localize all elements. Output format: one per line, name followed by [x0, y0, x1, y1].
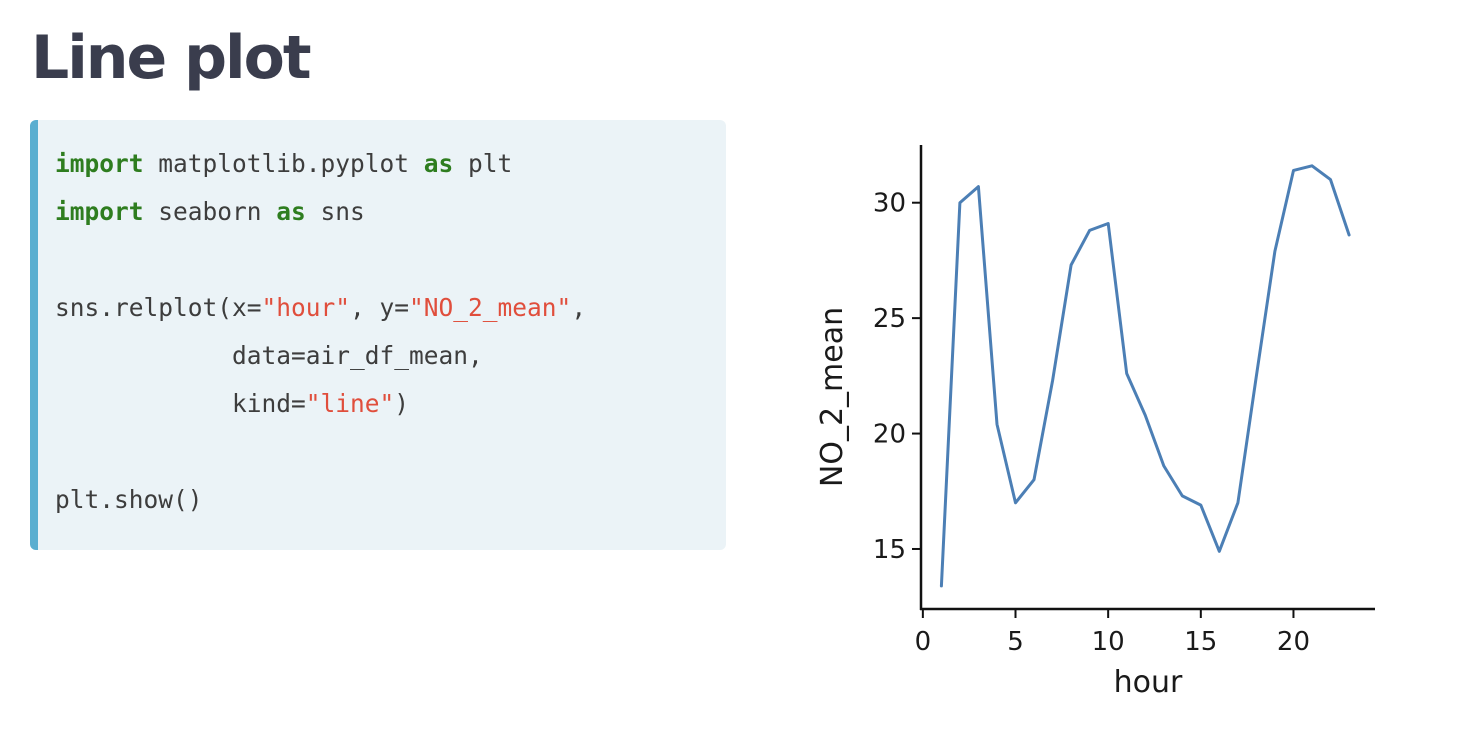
x-axis-label: hour [1114, 665, 1183, 700]
chart-axes [919, 145, 1375, 611]
code-token: matplotlib.pyplot [143, 149, 424, 178]
code-string: "NO_2_mean" [409, 293, 572, 322]
y-tick-label: 30 [873, 189, 906, 219]
y-axis-label: NO_2_mean [815, 307, 850, 487]
chart-ticks: 0 5 10 15 20 15 20 25 30 [873, 189, 1310, 657]
code-string: "line" [305, 389, 395, 418]
x-tick-label: 15 [1184, 627, 1217, 657]
code-string: "hour" [261, 293, 351, 322]
code-token: , [571, 293, 587, 322]
code-keyword: as [423, 149, 454, 178]
y-tick-label: 15 [873, 535, 906, 565]
code-token: plt [453, 149, 513, 178]
code-token: sns [305, 197, 365, 226]
code-token: kind= [55, 389, 306, 418]
y-tick-label: 25 [873, 304, 906, 334]
x-tick-label: 0 [915, 627, 932, 657]
code-token: sns.relplot(x= [55, 293, 262, 322]
code-line: kind="line") [55, 389, 409, 418]
x-tick-label: 20 [1277, 627, 1310, 657]
code-line: data=air_df_mean, [55, 341, 483, 370]
code-line: import seaborn as sns [55, 197, 365, 226]
x-tick-label: 5 [1007, 627, 1024, 657]
code-keyword: import [55, 197, 144, 226]
code-keyword: import [55, 149, 144, 178]
code-token: seaborn [143, 197, 277, 226]
code-text: import matplotlib.pyplot as plt import s… [55, 140, 586, 524]
code-token: ) [394, 389, 410, 418]
series-line [939, 164, 1351, 588]
code-token: data=air_df_mean, [55, 341, 483, 370]
code-line: import matplotlib.pyplot as plt [55, 149, 512, 178]
code-block: import matplotlib.pyplot as plt import s… [30, 120, 726, 550]
code-token: , y= [350, 293, 410, 322]
x-tick-label: 10 [1092, 627, 1125, 657]
code-line: plt.show() [55, 485, 203, 514]
slide-title: Line plot [31, 23, 312, 93]
code-keyword: as [276, 197, 306, 226]
line-chart: 0 5 10 15 20 15 20 25 30 hour NO_2_mean [815, 145, 1375, 700]
code-line: sns.relplot(x="hour", y="NO_2_mean", [55, 293, 586, 322]
code-token: plt.show() [55, 485, 203, 514]
y-tick-label: 20 [873, 420, 906, 450]
